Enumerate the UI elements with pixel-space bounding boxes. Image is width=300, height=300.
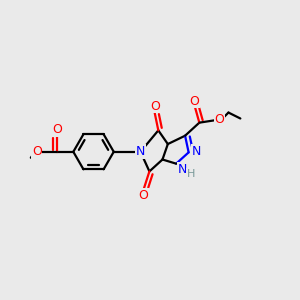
Text: O: O bbox=[214, 113, 224, 126]
Text: N: N bbox=[178, 163, 188, 176]
Text: N: N bbox=[136, 145, 145, 158]
Text: O: O bbox=[139, 189, 148, 202]
Text: N: N bbox=[192, 145, 201, 158]
Text: O: O bbox=[52, 123, 62, 136]
Text: O: O bbox=[189, 95, 199, 108]
Text: O: O bbox=[150, 100, 160, 112]
Text: H: H bbox=[187, 169, 195, 179]
Text: O: O bbox=[32, 145, 42, 158]
